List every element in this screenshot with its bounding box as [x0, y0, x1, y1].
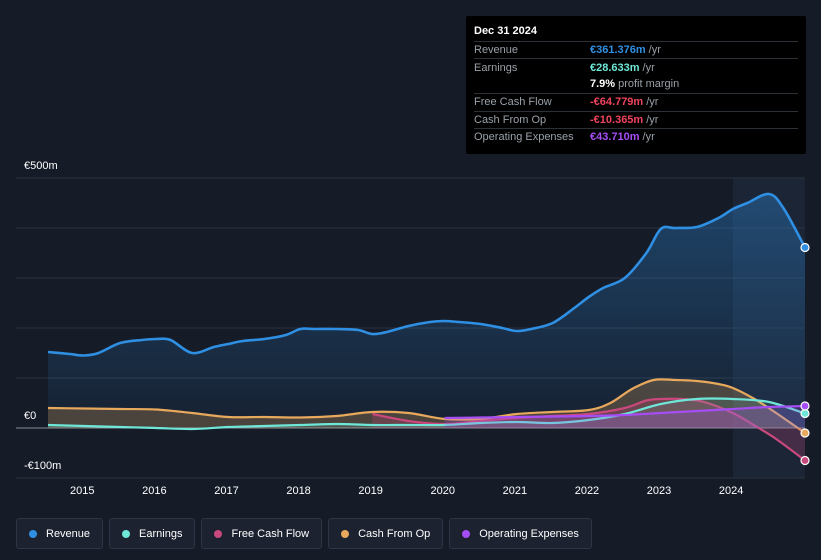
tooltip-label: Free Cash Flow — [474, 96, 552, 109]
x-tick-label: 2020 — [430, 485, 455, 497]
x-tick-label: 2016 — [142, 485, 167, 497]
tooltip-unit: /yr — [646, 96, 659, 109]
x-tick-label: 2018 — [286, 485, 311, 497]
area-free-cash-flow — [372, 398, 805, 461]
endpoint-operating-expenses — [800, 401, 810, 411]
endpoint-cash-from-op — [800, 428, 810, 438]
tooltip-unit: profit margin — [618, 78, 680, 91]
legend-dot-icon — [29, 529, 37, 538]
chart-legend: Revenue Earnings Free Cash Flow Cash Fro… — [16, 518, 592, 549]
tooltip-unit: /yr — [646, 113, 659, 126]
tooltip-row-earnings: Earnings €28.633m /yr — [474, 58, 798, 75]
area-operating-expenses — [444, 406, 805, 428]
tooltip-unit: /yr — [642, 61, 655, 74]
tooltip-value: €28.633m — [590, 61, 640, 74]
y-tick-label-0: €0 — [24, 410, 37, 422]
tooltip-unit: /yr — [648, 44, 661, 57]
legend-item-revenue[interactable]: Revenue — [16, 518, 104, 549]
x-tick-label: 2019 — [358, 485, 383, 497]
tooltip-row-revenue: Revenue €361.376m /yr — [474, 41, 798, 58]
legend-label: Free Cash Flow — [231, 527, 310, 540]
line-earnings — [47, 397, 806, 431]
tooltip-label: Revenue — [474, 44, 519, 57]
endpoint-free-cash-flow — [800, 455, 810, 466]
legend-label: Cash From Op — [358, 527, 431, 540]
tooltip-date: Dec 31 2024 — [474, 25, 537, 37]
tooltip-label: Operating Expenses — [474, 131, 574, 144]
tooltip-value: -€10.365m — [590, 113, 644, 126]
x-tick-label: 2021 — [502, 485, 528, 497]
tooltip-unit: /yr — [642, 131, 655, 144]
line-operating-expenses — [444, 404, 806, 420]
legend-dot-icon — [214, 529, 223, 538]
tooltip-row-cfo: Cash From Op -€10.365m /yr — [474, 110, 798, 128]
tooltip-label: Cash From Op — [474, 113, 547, 126]
tooltip-value: -€64.779m — [590, 96, 644, 109]
legend-item-earnings[interactable]: Earnings — [109, 518, 196, 549]
x-tick-label: 2024 — [718, 485, 744, 497]
y-tick-label-neg100: -€100m — [24, 460, 62, 472]
y-tick-label-500: €500m — [24, 160, 58, 172]
chart-tooltip: Dec 31 2024 Revenue €361.376m /yr Earnin… — [466, 16, 806, 154]
x-tick-label: 2017 — [214, 485, 239, 497]
x-tick-label: 2015 — [70, 485, 95, 497]
endpoint-revenue — [800, 242, 810, 253]
endpoint-earnings — [800, 408, 810, 419]
legend-item-cash-from-op[interactable]: Cash From Op — [328, 518, 444, 549]
legend-label: Operating Expenses — [479, 527, 579, 540]
tooltip-value: €361.376m — [590, 44, 646, 57]
tooltip-row-margin: 7.9% profit margin — [474, 76, 798, 93]
legend-dot-icon — [122, 529, 131, 538]
tooltip-value: €43.710m — [590, 131, 640, 144]
line-revenue — [47, 192, 807, 357]
tooltip-row-opex: Operating Expenses €43.710m /yr — [474, 127, 798, 145]
legend-label: Revenue — [46, 527, 91, 540]
line-free-cash-flow — [372, 397, 806, 462]
tooltip-value: 7.9% — [590, 78, 616, 91]
x-tick-label: 2023 — [646, 485, 672, 497]
legend-dot-icon — [462, 529, 471, 538]
area-cash-from-op — [48, 379, 805, 433]
legend-label: Earnings — [139, 527, 183, 540]
tooltip-row-fcf: Free Cash Flow -€64.779m /yr — [474, 93, 798, 110]
x-tick-label: 2022 — [574, 485, 600, 497]
tooltip-label: Earnings — [474, 61, 518, 74]
legend-dot-icon — [341, 529, 350, 538]
area-revenue — [48, 193, 805, 428]
legend-item-free-cash-flow[interactable]: Free Cash Flow — [201, 518, 323, 549]
area-earnings — [48, 398, 805, 430]
legend-item-operating-expenses[interactable]: Operating Expenses — [449, 518, 592, 549]
